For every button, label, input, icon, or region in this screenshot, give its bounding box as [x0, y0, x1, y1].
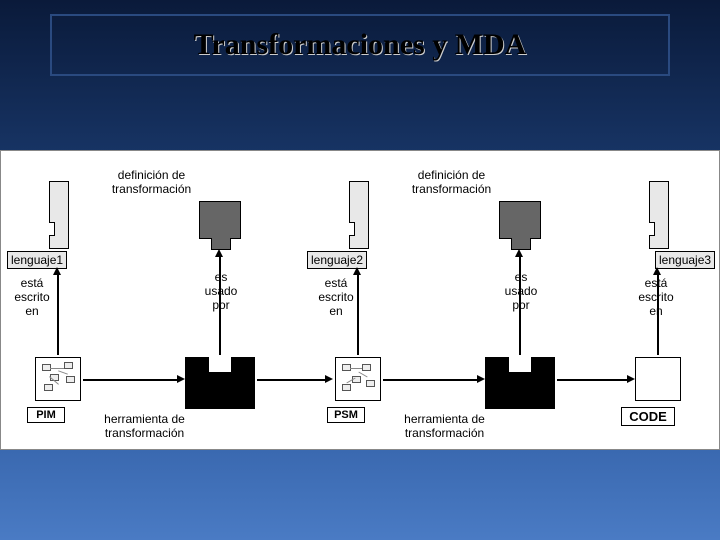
arrow-escrito-2 [357, 273, 359, 355]
escrito-label-3: está escrito en [631, 277, 681, 318]
pim-box [35, 357, 81, 401]
usado-label-1: es usado por [196, 271, 246, 312]
tool-box-1 [185, 357, 255, 409]
code-label: CODE [621, 407, 675, 426]
def-box-2 [499, 201, 541, 239]
def-label-1: definición de transformación [104, 169, 199, 197]
lang-label-3: lenguaje3 [655, 251, 715, 269]
arrow-psm-tool [383, 379, 479, 381]
title-container: Transformaciones y MDA [50, 14, 670, 76]
arrow-usado-1 [219, 255, 221, 355]
pim-label: PIM [27, 407, 65, 423]
arrow-head-escrito-3 [653, 267, 661, 275]
lang-box-3 [649, 181, 669, 249]
arrow-head-tool-psm [325, 375, 333, 383]
arrow-head-escrito-2 [353, 267, 361, 275]
arrow-escrito-3 [657, 273, 659, 355]
page-title: Transformaciones y MDA [194, 28, 527, 62]
def-label-2: definición de transformación [404, 169, 499, 197]
arrow-escrito-1 [57, 273, 59, 355]
arrow-head-usado-1 [215, 249, 223, 257]
arrow-head-psm-tool [477, 375, 485, 383]
usado-label-2: es usado por [496, 271, 546, 312]
arrow-pim-tool [83, 379, 179, 381]
arrow-usado-2 [519, 255, 521, 355]
lang-box-1 [49, 181, 69, 249]
escrito-label-2: está escrito en [311, 277, 361, 318]
def-box-1 [199, 201, 241, 239]
arrow-head-usado-2 [515, 249, 523, 257]
arrow-head-pim-tool [177, 375, 185, 383]
arrow-head-tool-code [627, 375, 635, 383]
escrito-label-1: está escrito en [7, 277, 57, 318]
tool-label-2: herramienta de transformación [397, 413, 492, 441]
psm-box [335, 357, 381, 401]
tool-box-2 [485, 357, 555, 409]
code-box [635, 357, 681, 401]
arrow-head-escrito-1 [53, 267, 61, 275]
lang-box-2 [349, 181, 369, 249]
arrow-tool-psm [257, 379, 327, 381]
tool-label-1: herramienta de transformación [97, 413, 192, 441]
diagram-panel: definición de transformación lenguaje1 l… [0, 150, 720, 450]
psm-label: PSM [327, 407, 365, 423]
arrow-tool-code [557, 379, 629, 381]
